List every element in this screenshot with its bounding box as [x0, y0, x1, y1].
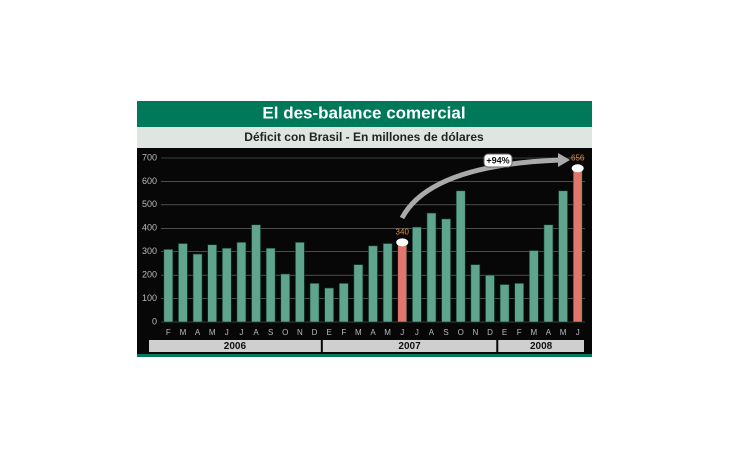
bar: [543, 224, 554, 323]
x-tick-label: J: [239, 328, 243, 337]
bar: [353, 264, 364, 323]
year-label: 2006: [224, 341, 247, 352]
bar: [236, 242, 247, 323]
y-tick-label: 200: [142, 270, 157, 280]
bar: [338, 283, 349, 323]
x-tick-label: M: [180, 328, 187, 337]
subtitle-bar: [137, 127, 592, 148]
x-tick-label: D: [487, 328, 493, 337]
x-tick-label: A: [429, 328, 435, 337]
bottom-rule: [137, 354, 592, 357]
annotation-box: [483, 153, 513, 168]
bar: [280, 273, 291, 323]
x-tick-label: E: [326, 328, 331, 337]
year-band: [149, 340, 321, 352]
bar: [163, 249, 174, 323]
year-band: [498, 340, 584, 352]
bar: [529, 250, 539, 323]
chart-title: El des-balance comercial: [262, 103, 465, 122]
bar: [485, 274, 495, 323]
bar: [412, 226, 422, 323]
value-label: 340: [396, 227, 410, 236]
x-tick-label: S: [268, 328, 273, 337]
bar: [455, 190, 466, 323]
x-tick-label: A: [253, 328, 259, 337]
bar: [470, 264, 481, 323]
bar: [368, 245, 378, 323]
bar: [295, 242, 305, 323]
x-tick-label: N: [472, 328, 478, 337]
growth-arrow: [399, 157, 561, 220]
x-tick-label: A: [546, 328, 552, 337]
bar-cap: [396, 238, 409, 247]
x-tick-label: O: [458, 328, 464, 337]
x-tick-label: F: [517, 328, 522, 337]
bar: [558, 190, 568, 323]
x-tick-label: M: [530, 328, 537, 337]
bar-cap: [571, 164, 584, 173]
y-tick-label: 300: [142, 246, 157, 256]
x-tick-label: N: [297, 328, 303, 337]
value-label: 656: [571, 153, 585, 162]
bar: [441, 218, 451, 323]
y-tick-label: 0: [152, 316, 157, 326]
x-tick-label: D: [312, 328, 318, 337]
bar: [178, 243, 188, 323]
bar: [309, 283, 320, 323]
year-label: 2007: [398, 341, 421, 352]
bar: [382, 243, 393, 323]
x-tick-label: J: [400, 328, 404, 337]
x-tick-label: M: [560, 328, 567, 337]
bar: [324, 287, 334, 323]
y-tick-label: 400: [142, 223, 157, 233]
y-tick-label: 500: [142, 199, 157, 209]
bar: [192, 253, 203, 323]
x-tick-label: E: [502, 328, 507, 337]
bar: [426, 212, 437, 323]
x-tick-label: J: [415, 328, 419, 337]
bar: [265, 247, 276, 323]
x-tick-label: S: [443, 328, 448, 337]
x-tick-label: A: [195, 328, 201, 337]
bar: [221, 247, 232, 323]
arrow-head: [558, 153, 570, 167]
year-band: [322, 340, 497, 352]
x-tick-label: M: [384, 328, 391, 337]
chart-subtitle: Déficit con Brasil - En millones de dóla…: [244, 130, 484, 144]
bar: [514, 283, 525, 323]
x-tick-label: F: [341, 328, 346, 337]
x-tick-label: J: [576, 328, 580, 337]
bar: [397, 242, 408, 323]
y-tick-label: 100: [142, 293, 157, 303]
x-tick-label: F: [166, 328, 171, 337]
bar: [572, 168, 583, 323]
bar: [207, 244, 217, 323]
title-bar: [137, 101, 592, 127]
year-label: 2008: [530, 341, 553, 352]
x-tick-label: O: [282, 328, 288, 337]
bar: [251, 224, 261, 323]
x-tick-label: A: [370, 328, 376, 337]
x-tick-label: M: [355, 328, 362, 337]
x-tick-label: M: [209, 328, 216, 337]
bar: [499, 284, 510, 323]
y-tick-label: 600: [142, 176, 157, 186]
annotation: +94%: [486, 155, 509, 165]
y-tick-label: 700: [142, 152, 157, 162]
x-tick-label: J: [225, 328, 229, 337]
